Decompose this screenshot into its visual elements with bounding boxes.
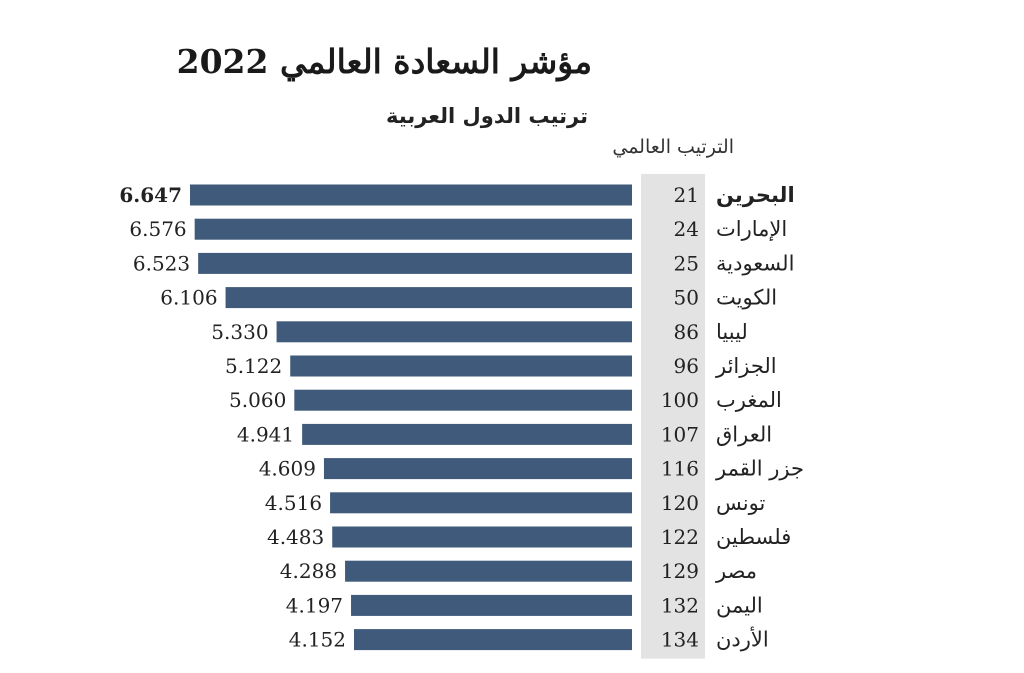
rank-number-9: 116 (661, 457, 699, 481)
value-label-10: 4.516 (265, 491, 322, 515)
category-label-7: المغرب (716, 388, 782, 412)
value-label-13: 4.197 (286, 593, 343, 617)
rank-number-5: 86 (674, 320, 699, 344)
category-label-11: فلسطين (716, 525, 791, 549)
value-label-9: 4.609 (259, 457, 316, 481)
category-label-1: البحرين (716, 183, 795, 207)
value-label-5: 5.330 (211, 320, 268, 344)
category-label-9: جزر القمر (715, 457, 804, 481)
value-label-7: 5.060 (229, 388, 286, 412)
bar-11 (332, 526, 632, 548)
rank-number-13: 132 (661, 593, 699, 617)
bar-12 (345, 560, 632, 582)
rank-column-band (641, 173, 705, 659)
rank-number-2: 24 (674, 217, 699, 241)
value-label-3: 6.523 (133, 251, 190, 275)
rank-number-6: 96 (674, 354, 699, 378)
bar-14 (354, 629, 632, 651)
value-label-14: 4.152 (289, 628, 346, 652)
bar-4 (225, 287, 632, 309)
category-label-8: العراق (716, 422, 772, 446)
rank-number-4: 50 (674, 286, 699, 310)
category-label-2: الإمارات (716, 217, 787, 241)
rank-number-11: 122 (661, 525, 699, 549)
bar-7 (294, 389, 632, 411)
bar-3 (198, 252, 632, 274)
bar-2 (194, 218, 632, 240)
category-label-6: الجزائر (715, 354, 777, 378)
value-label-8: 4.941 (237, 422, 294, 446)
rank-number-10: 120 (661, 491, 699, 515)
category-label-5: ليبيا (716, 320, 748, 344)
rank-number-3: 25 (674, 251, 699, 275)
bar-9 (323, 458, 632, 480)
rank-number-7: 100 (661, 388, 699, 412)
category-label-12: مصر (715, 559, 757, 583)
value-label-1: 6.647 (119, 183, 182, 207)
rank-number-1: 21 (674, 183, 699, 207)
category-label-3: السعودية (716, 251, 794, 275)
category-label-14: الأردن (716, 627, 769, 652)
rank-number-12: 129 (661, 559, 699, 583)
value-label-12: 4.288 (280, 559, 337, 583)
rank-number-14: 134 (661, 628, 699, 652)
chart-title: مؤشر السعادة العالمي 2022 (176, 42, 592, 81)
rank-number-8: 107 (661, 422, 699, 446)
value-label-11: 4.483 (267, 525, 324, 549)
bar-5 (276, 321, 632, 343)
value-label-6: 5.122 (225, 354, 282, 378)
category-label-13: اليمن (716, 593, 763, 617)
value-label-4: 6.106 (160, 286, 217, 310)
rank-column-header: الترتيب العالمي (612, 136, 734, 158)
category-label-10: تونس (716, 491, 765, 515)
bar-8 (302, 423, 632, 445)
chart-subtitle: ترتيب الدول العربية (386, 104, 588, 128)
value-label-2: 6.576 (129, 217, 186, 241)
bar-6 (290, 355, 632, 377)
bar-1 (190, 184, 632, 206)
bar-13 (351, 594, 632, 616)
category-label-4: الكويت (716, 286, 777, 310)
bar-10 (330, 492, 632, 514)
